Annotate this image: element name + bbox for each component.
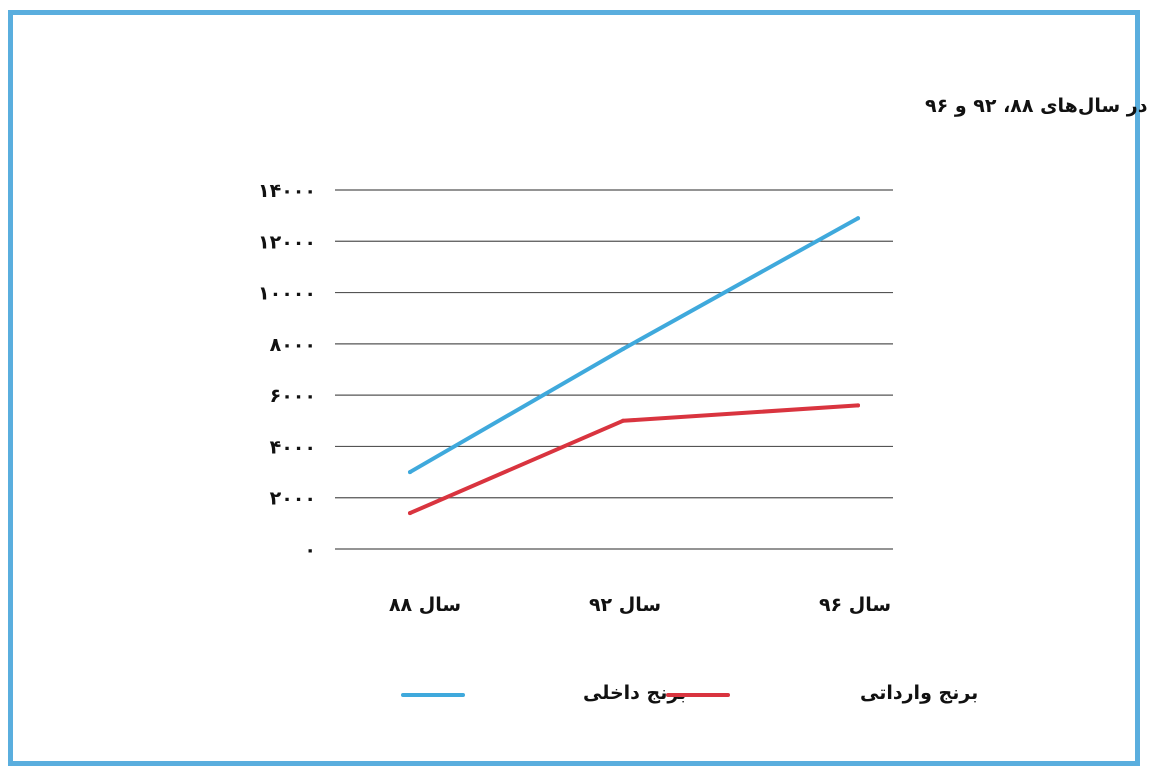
y-tick-label: ۴۰۰۰	[270, 436, 316, 458]
legend-label: برنج داخلی	[583, 682, 686, 704]
x-tick-label: سال ۹۶	[819, 594, 891, 616]
series-lines	[408, 216, 860, 516]
chart-title: مقایسه‌ی رشد قیمت برنج داخلی و وارداتی د…	[925, 95, 1152, 117]
x-axis-ticks: سال ۸۸ سال ۹۲ سال ۹۶	[389, 594, 891, 616]
grid-lines	[335, 189, 893, 550]
data-point	[621, 346, 625, 351]
y-tick-label: ۲۰۰۰	[270, 488, 316, 510]
data-point	[856, 216, 860, 221]
y-tick-label: ۱۴۰۰۰	[258, 180, 316, 202]
y-tick-label: ۶۰۰۰	[270, 385, 316, 407]
y-tick-label: ۰	[304, 539, 316, 561]
data-point	[408, 511, 412, 516]
y-axis-ticks: ۰ ۲۰۰۰ ۴۰۰۰ ۶۰۰۰ ۸۰۰۰ ۱۰۰۰۰ ۱۲۰۰۰ ۱۴۰۰۰	[258, 180, 316, 561]
x-tick-label: سال ۸۸	[389, 594, 461, 616]
chart-frame	[8, 10, 1140, 766]
y-tick-label: ۱۰۰۰۰	[258, 283, 316, 305]
legend: برنج داخلی برنج وارداتی	[401, 682, 978, 704]
data-point	[621, 418, 625, 423]
series-line	[408, 216, 860, 475]
data-point	[856, 403, 860, 408]
legend-label: برنج وارداتی	[860, 682, 978, 704]
y-tick-label: ۸۰۰۰	[270, 334, 316, 356]
y-tick-label: ۱۲۰۰۰	[258, 231, 316, 253]
series-line	[408, 403, 860, 516]
data-point	[408, 470, 412, 475]
x-tick-label: سال ۹۲	[589, 594, 661, 616]
